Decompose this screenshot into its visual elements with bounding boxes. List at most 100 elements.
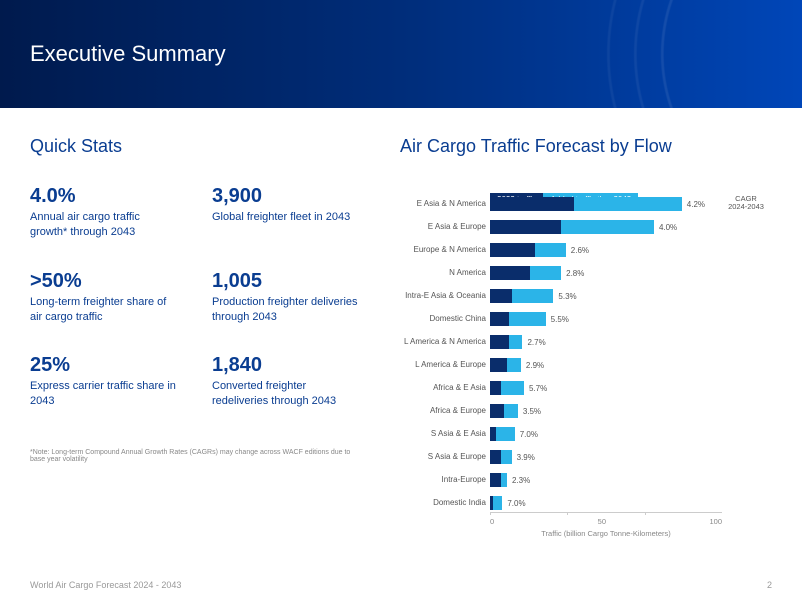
cagr-value: 3.5% xyxy=(523,407,541,416)
y-axis-label: L America & Europe xyxy=(400,361,486,369)
stat-item: >50%Long-term freighter share of air car… xyxy=(30,270,178,325)
bar xyxy=(490,335,522,349)
bar-segment-added xyxy=(530,266,561,280)
stat-label: Long-term freighter share of air cargo t… xyxy=(30,295,178,325)
stat-label: Annual air cargo traffic growth* through… xyxy=(30,210,178,240)
x-tick: 100 xyxy=(709,517,722,526)
cagr-value: 4.0% xyxy=(659,223,677,232)
bar-segment-2023 xyxy=(490,358,507,372)
bar-segment-added xyxy=(501,450,512,464)
bar-segment-2023 xyxy=(490,266,530,280)
stat-label: Converted freighter redeliveries through… xyxy=(212,379,360,409)
x-tick: 0 xyxy=(490,517,494,526)
cagr-value: 7.0% xyxy=(507,499,525,508)
bar-segment-added xyxy=(501,473,507,487)
chart-row: L America & Europe2.9% xyxy=(490,358,544,372)
stat-label: Express carrier traffic share in 2043 xyxy=(30,379,178,409)
chart-row: N America2.8% xyxy=(490,266,584,280)
bar-segment-added xyxy=(509,335,523,349)
cagr-value: 2.3% xyxy=(512,476,530,485)
y-axis-label: Domestic China xyxy=(400,315,486,323)
stat-value: 3,900 xyxy=(212,185,360,208)
footnote: *Note: Long-term Compound Annual Growth … xyxy=(30,449,360,463)
bar xyxy=(490,312,546,326)
cagr-value: 5.3% xyxy=(558,292,576,301)
chart-row: Europe & N America2.6% xyxy=(490,243,589,257)
chart-row: Domestic China5.5% xyxy=(490,312,569,326)
header: Executive Summary xyxy=(0,0,802,108)
chart-section: Air Cargo Traffic Forecast by Flow 2023 … xyxy=(400,136,772,555)
cagr-value: 2.9% xyxy=(526,361,544,370)
bar xyxy=(490,404,518,418)
chart-row: Africa & Europe3.5% xyxy=(490,404,541,418)
bar-segment-added xyxy=(504,404,518,418)
chart-row: Intra-E Asia & Oceania5.3% xyxy=(490,289,577,303)
quick-stats-section: Quick Stats 4.0%Annual air cargo traffic… xyxy=(30,136,360,555)
stat-value: 1,840 xyxy=(212,354,360,377)
stat-value: 1,005 xyxy=(212,270,360,293)
y-axis-label: E Asia & N America xyxy=(400,200,486,208)
bar-segment-2023 xyxy=(490,243,535,257)
chart-row: L America & N America2.7% xyxy=(490,335,546,349)
bar-segment-added xyxy=(507,358,521,372)
page-title: Executive Summary xyxy=(30,41,226,67)
traffic-forecast-chart: 2023 traffic Added traffic thru 2043 CAG… xyxy=(400,185,772,555)
chart-row: S Asia & E Asia7.0% xyxy=(490,427,538,441)
bar-segment-added xyxy=(535,243,566,257)
quick-stats-title: Quick Stats xyxy=(30,136,360,157)
chart-row: S Asia & Europe3.9% xyxy=(490,450,535,464)
chart-row: E Asia & Europe4.0% xyxy=(490,220,677,234)
bar xyxy=(490,266,561,280)
y-axis-label: Domestic India xyxy=(400,499,486,507)
bar xyxy=(490,220,654,234)
bar xyxy=(490,473,507,487)
bar-segment-2023 xyxy=(490,335,509,349)
bar-segment-2023 xyxy=(490,450,501,464)
stat-item: 1,840Converted freighter redeliveries th… xyxy=(212,354,360,409)
bar-segment-2023 xyxy=(490,404,504,418)
cagr-value: 2.7% xyxy=(527,338,545,347)
stat-label: Production freighter deliveries through … xyxy=(212,295,360,325)
footer: World Air Cargo Forecast 2024 - 2043 2 xyxy=(30,580,772,590)
y-axis-label: Africa & Europe xyxy=(400,407,486,415)
bar-segment-added xyxy=(574,197,682,211)
stat-label: Global freighter fleet in 2043 xyxy=(212,210,360,225)
bar xyxy=(490,427,515,441)
stats-grid: 4.0%Annual air cargo traffic growth* thr… xyxy=(30,185,360,409)
stat-item: 3,900 Global freighter fleet in 2043 xyxy=(212,185,360,240)
bar-segment-added xyxy=(512,289,554,303)
cagr-value: 5.7% xyxy=(529,384,547,393)
bar-segment-added xyxy=(561,220,654,234)
page-number: 2 xyxy=(767,580,772,590)
stat-value: 25% xyxy=(30,354,178,377)
bar xyxy=(490,358,521,372)
bar xyxy=(490,243,566,257)
bar-segment-added xyxy=(493,496,502,510)
stat-item: 4.0%Annual air cargo traffic growth* thr… xyxy=(30,185,178,240)
cagr-value: 2.6% xyxy=(571,246,589,255)
bar-segment-2023 xyxy=(490,473,501,487)
chart-row: E Asia & N America4.2% xyxy=(490,197,705,211)
y-axis-label: Intra-Europe xyxy=(400,476,486,484)
bar-segment-added xyxy=(509,312,546,326)
chart-row: Africa & E Asia5.7% xyxy=(490,381,547,395)
chart-row: Domestic India7.0% xyxy=(490,496,526,510)
cagr-value: 5.5% xyxy=(551,315,569,324)
y-axis-label: S Asia & E Asia xyxy=(400,430,486,438)
bar-segment-2023 xyxy=(490,197,574,211)
footer-doc-title: World Air Cargo Forecast 2024 - 2043 xyxy=(30,580,181,590)
y-axis-label: Intra-E Asia & Oceania xyxy=(400,292,486,300)
bar-segment-2023 xyxy=(490,312,509,326)
x-tick: 50 xyxy=(598,517,606,526)
y-axis-label: Europe & N America xyxy=(400,246,486,254)
cagr-header: CAGR 2024-2043 xyxy=(726,195,766,212)
bar xyxy=(490,197,682,211)
bar-segment-2023 xyxy=(490,381,501,395)
cagr-value: 4.2% xyxy=(687,200,705,209)
x-axis-ticks: 0 50 100 xyxy=(490,517,722,526)
bar-segment-2023 xyxy=(490,289,512,303)
chart-plot-area: 2023 traffic Added traffic thru 2043 CAG… xyxy=(490,193,722,513)
x-axis-label: Traffic (billion Cargo Tonne-Kilometers) xyxy=(490,529,722,538)
stat-item: 25%Express carrier traffic share in 2043 xyxy=(30,354,178,409)
bar-segment-2023 xyxy=(490,220,561,234)
